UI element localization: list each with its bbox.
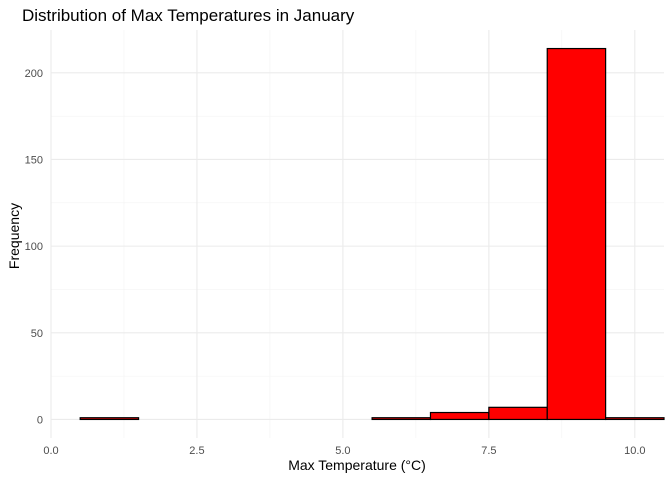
histogram-bars xyxy=(79,47,665,421)
histogram-bar xyxy=(79,417,140,421)
histogram-bar xyxy=(371,417,432,421)
x-axis-label: Max Temperature (°C) xyxy=(288,457,426,473)
y-tick-label: 100 xyxy=(25,241,43,253)
histogram-bar xyxy=(429,411,490,421)
x-tick-label: 5.0 xyxy=(335,445,350,457)
histogram-bar xyxy=(546,47,607,421)
x-tick-label: 0.0 xyxy=(43,445,58,457)
y-tick-label: 150 xyxy=(25,154,43,166)
y-axis-ticks: 0 50 100 150 200 xyxy=(25,68,43,427)
histogram-bar xyxy=(488,406,548,421)
histogram-bar xyxy=(605,417,665,421)
y-tick-label: 200 xyxy=(25,68,43,80)
x-axis-ticks: 0.0 2.5 5.0 7.5 10.0 xyxy=(43,445,645,457)
chart-title: Distribution of Max Temperatures in Janu… xyxy=(22,6,355,25)
x-tick-label: 10.0 xyxy=(624,445,645,457)
x-tick-label: 2.5 xyxy=(189,445,204,457)
y-axis-label: Frequency xyxy=(6,203,22,269)
y-tick-label: 0 xyxy=(37,414,43,426)
x-tick-label: 7.5 xyxy=(481,445,496,457)
y-tick-label: 50 xyxy=(31,328,43,340)
